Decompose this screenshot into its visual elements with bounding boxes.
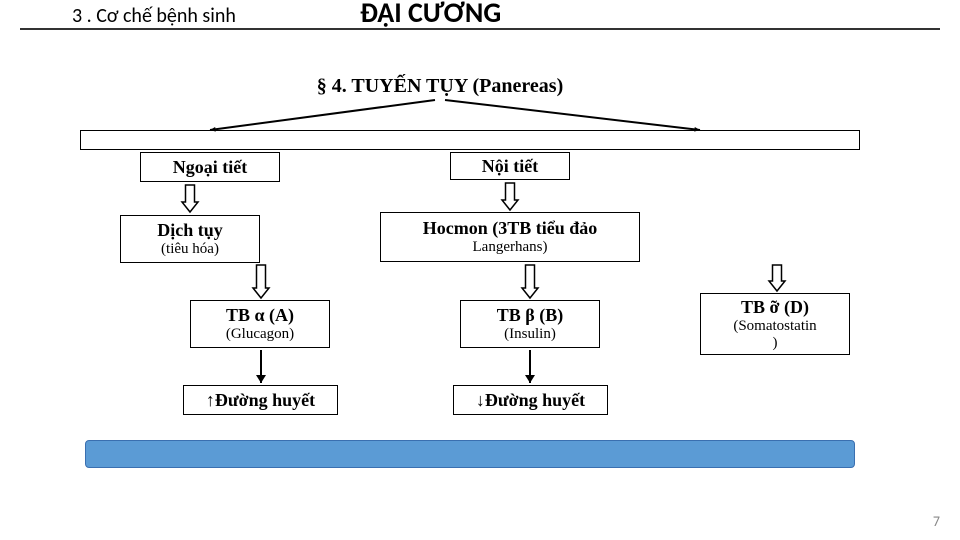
page-number: 7 — [933, 513, 940, 530]
node-tbd: TB ỡ (D)(Somatostatin) — [700, 293, 850, 355]
node-dhdown: ↓Đường huyết — [453, 385, 608, 415]
node-tbb: TB β (B)(Insulin) — [460, 300, 600, 348]
node-noi: Nội tiết — [450, 152, 570, 180]
node-hocmon: Hocmon (3TB tiểu đảoLangerhans) — [380, 212, 640, 262]
node-root: § 4. TUYẾN TỤY (Panereas) — [280, 72, 600, 100]
node-tba: TB α (A)(Glucagon) — [190, 300, 330, 348]
node-ngoai: Ngoại tiết — [140, 152, 280, 182]
node-dichtuy: Dịch tụy(tiêu hóa) — [120, 215, 260, 263]
node-dhup: ↑Đường huyết — [183, 385, 338, 415]
